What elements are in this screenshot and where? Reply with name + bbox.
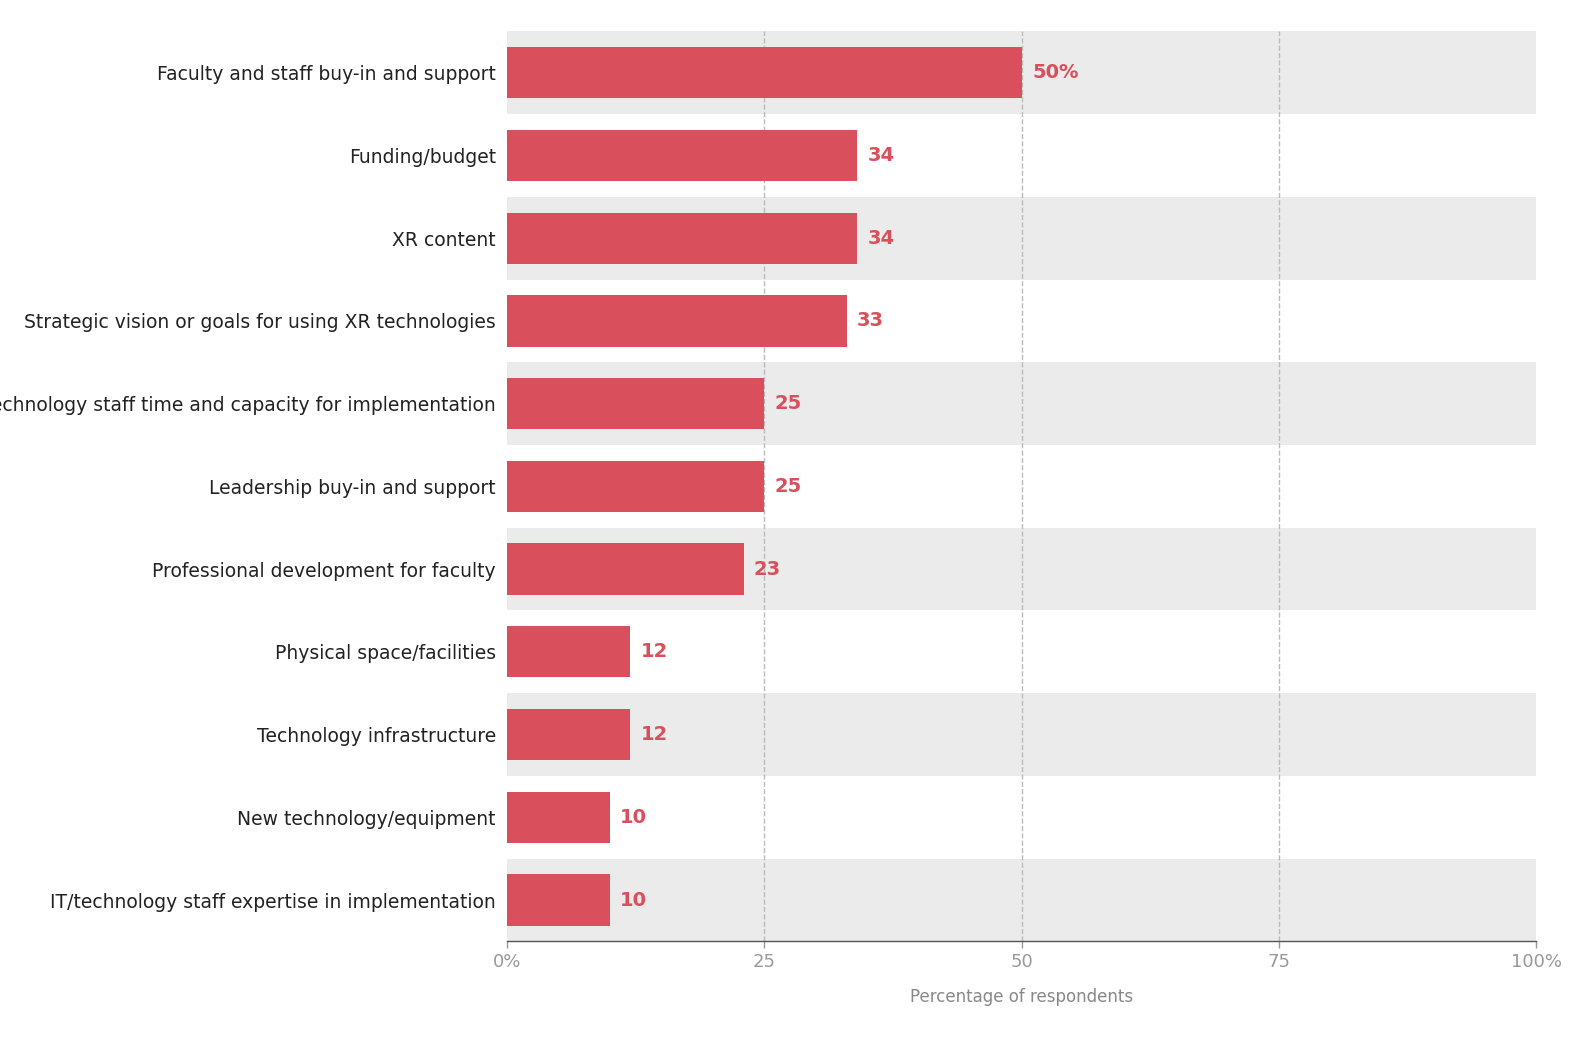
Bar [507,362,1536,445]
Bar [507,693,1536,776]
Bar [507,709,630,760]
Bar [507,544,744,595]
X-axis label: Percentage of respondents: Percentage of respondents [911,987,1133,1006]
Text: 12: 12 [640,725,668,744]
Text: 33: 33 [857,312,884,331]
Bar [507,776,1536,859]
Bar [507,47,1022,98]
Text: 10: 10 [621,890,648,910]
Bar [507,859,1536,941]
Bar [507,130,857,181]
Text: 34: 34 [868,146,895,165]
Text: 50%: 50% [1033,63,1079,83]
Bar [507,874,610,926]
Text: 25: 25 [775,477,802,496]
Text: 25: 25 [775,394,802,413]
Text: 34: 34 [868,229,895,248]
Bar [507,197,1536,279]
Bar [507,627,630,678]
Bar [507,378,765,429]
Bar [507,528,1536,611]
Bar [507,31,1536,114]
Text: 10: 10 [621,808,648,826]
Bar [507,295,846,346]
Bar [507,792,610,843]
Bar [507,460,765,513]
Bar [507,114,1536,197]
Bar [507,445,1536,528]
Bar [507,279,1536,362]
Bar [507,611,1536,693]
Bar [507,212,857,264]
Text: 23: 23 [754,560,781,578]
Text: 12: 12 [640,642,668,661]
